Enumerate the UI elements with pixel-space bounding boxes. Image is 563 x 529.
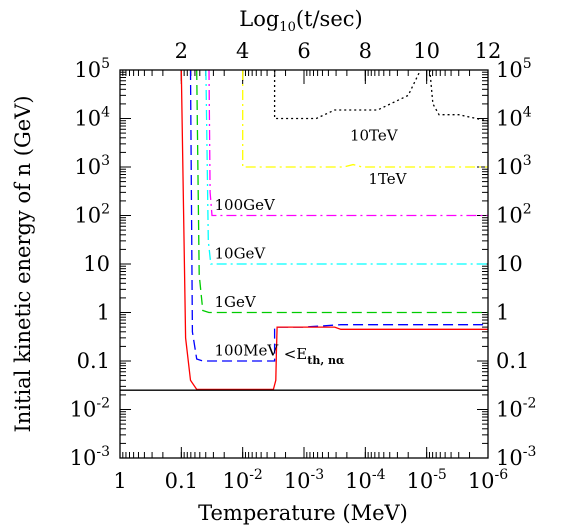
plot-frame — [119, 69, 489, 459]
top-tick-label: 4 — [236, 39, 249, 63]
tick-labels: 1 0.1 10-2 10-3 10-4 10-5 10-6 2 4 6 8 10 12 10-3 10-3… — [70, 39, 537, 493]
x-tick-label: 1 — [113, 469, 126, 493]
y-tick-label-right: 103 — [496, 153, 532, 179]
series-line-10tev — [273, 69, 422, 120]
y-tick-label-right: 10-2 — [496, 396, 536, 422]
curve-label: 10TeV — [350, 127, 399, 145]
curve-label: 100MeV — [214, 341, 279, 359]
x-tick-label: 10-3 — [284, 467, 324, 493]
y-tick-label: 104 — [74, 105, 110, 131]
x-tick-label: 10-4 — [345, 467, 385, 493]
curve-label: 10GeV — [214, 244, 266, 262]
y-tick-label-right: 1 — [496, 301, 509, 325]
y-tick-label-right: 10-3 — [496, 444, 536, 470]
x-tick-label: 0.1 — [165, 469, 198, 493]
top-tick-label: 12 — [475, 39, 502, 63]
series-line-ref-1 — [429, 69, 489, 122]
curve-label: 1TeV — [368, 170, 407, 188]
x-tick-label: 10-2 — [222, 467, 262, 493]
y-tick-label: 10-2 — [70, 396, 110, 422]
y-tick-label: 1 — [97, 301, 110, 325]
curve-label: <Eth, nα — [284, 345, 345, 367]
y-axis-title: Initial kinetic energy of n (GeV) — [11, 95, 35, 432]
y-tick-label: 102 — [74, 202, 110, 228]
series-line-10gev — [205, 69, 488, 265]
series-line-1tev — [242, 70, 488, 168]
y-tick-label-right: 0.1 — [496, 349, 529, 373]
chart-series — [120, 69, 489, 391]
y-tick-label: 105 — [74, 56, 110, 82]
y-tick-label: 10 — [83, 252, 110, 276]
top-tick-label: 2 — [175, 39, 188, 63]
top-axis-title: Log10(t/sec) — [239, 7, 362, 35]
top-tick-label: 6 — [297, 39, 310, 63]
y-tick-label: 10-3 — [70, 444, 110, 470]
y-tick-label-right: 10 — [496, 252, 523, 276]
y-tick-label-right: 102 — [496, 202, 532, 228]
y-tick-label: 0.1 — [77, 349, 110, 373]
series-line-1gev — [196, 69, 488, 314]
series-line-ethn — [180, 69, 488, 391]
curve-label: 100GeV — [214, 196, 275, 214]
x-tick-label: 10-5 — [406, 467, 446, 493]
x-tick-label: 10-6 — [468, 467, 508, 493]
series-line-100gev — [208, 69, 488, 217]
curve-label: 1GeV — [214, 293, 256, 311]
y-tick-label-right: 104 — [496, 105, 532, 131]
series-line-100mev — [189, 69, 488, 362]
top-tick-label: 8 — [359, 39, 372, 63]
curve-labels: 10TeV 1TeV 100GeV 10GeV 1GeV 100MeV <Eth, nα — [214, 127, 407, 367]
y-tick-label-right: 105 — [496, 56, 532, 82]
top-tick-label: 10 — [413, 39, 440, 63]
y-tick-label: 103 — [74, 153, 110, 179]
x-axis-title: Temperature (MeV) — [198, 501, 408, 525]
